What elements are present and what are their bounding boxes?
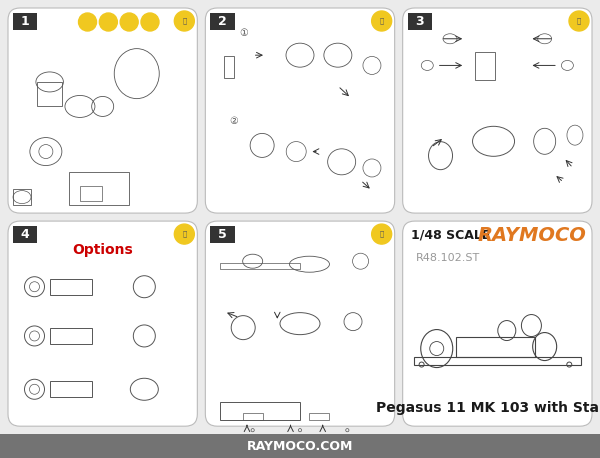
FancyBboxPatch shape xyxy=(8,8,197,213)
Circle shape xyxy=(569,11,589,31)
Bar xyxy=(37,82,62,106)
Text: ✋: ✋ xyxy=(380,231,384,237)
Text: 4: 4 xyxy=(21,228,29,241)
Bar xyxy=(0,434,600,458)
Text: 5: 5 xyxy=(218,228,227,241)
FancyBboxPatch shape xyxy=(403,8,592,213)
Circle shape xyxy=(141,13,159,31)
Bar xyxy=(243,413,263,420)
Bar xyxy=(407,13,432,29)
Text: Options: Options xyxy=(72,243,133,257)
Circle shape xyxy=(79,13,97,31)
Bar xyxy=(220,402,301,420)
Circle shape xyxy=(175,224,194,244)
Text: ✋: ✋ xyxy=(380,18,384,24)
Text: 3: 3 xyxy=(415,15,424,27)
Circle shape xyxy=(175,11,194,31)
Bar xyxy=(50,328,92,344)
Bar xyxy=(220,263,301,269)
Text: ✋: ✋ xyxy=(577,18,581,24)
Text: ✋: ✋ xyxy=(182,18,187,24)
Text: 1: 1 xyxy=(21,15,29,27)
Text: Pegasus 11 MK 103 with Stand: Pegasus 11 MK 103 with Stand xyxy=(376,401,600,415)
Bar xyxy=(68,172,128,205)
Text: ②: ② xyxy=(229,116,238,126)
Text: RAYMOCO: RAYMOCO xyxy=(478,226,586,245)
Bar xyxy=(211,226,235,243)
Bar xyxy=(13,189,31,205)
Text: R48.102.ST: R48.102.ST xyxy=(416,253,480,263)
Bar xyxy=(50,279,92,294)
Text: ①: ① xyxy=(239,27,248,38)
Text: RAYMOCO.COM: RAYMOCO.COM xyxy=(247,440,353,453)
Text: 1/48 SCALE: 1/48 SCALE xyxy=(410,229,490,242)
Text: 2: 2 xyxy=(218,15,227,27)
Bar xyxy=(224,56,234,78)
FancyBboxPatch shape xyxy=(8,221,197,426)
Bar xyxy=(13,226,37,243)
Circle shape xyxy=(371,11,392,31)
Bar xyxy=(414,357,581,365)
FancyBboxPatch shape xyxy=(403,221,592,426)
Bar xyxy=(50,381,92,397)
Circle shape xyxy=(100,13,118,31)
FancyBboxPatch shape xyxy=(205,221,395,426)
Bar xyxy=(80,186,102,201)
Bar xyxy=(310,413,329,420)
Text: ✋: ✋ xyxy=(182,231,187,237)
Circle shape xyxy=(120,13,138,31)
Bar xyxy=(475,52,494,80)
Bar xyxy=(13,13,37,29)
Bar xyxy=(211,13,235,29)
Bar xyxy=(455,337,535,357)
Circle shape xyxy=(371,224,392,244)
FancyBboxPatch shape xyxy=(205,8,395,213)
